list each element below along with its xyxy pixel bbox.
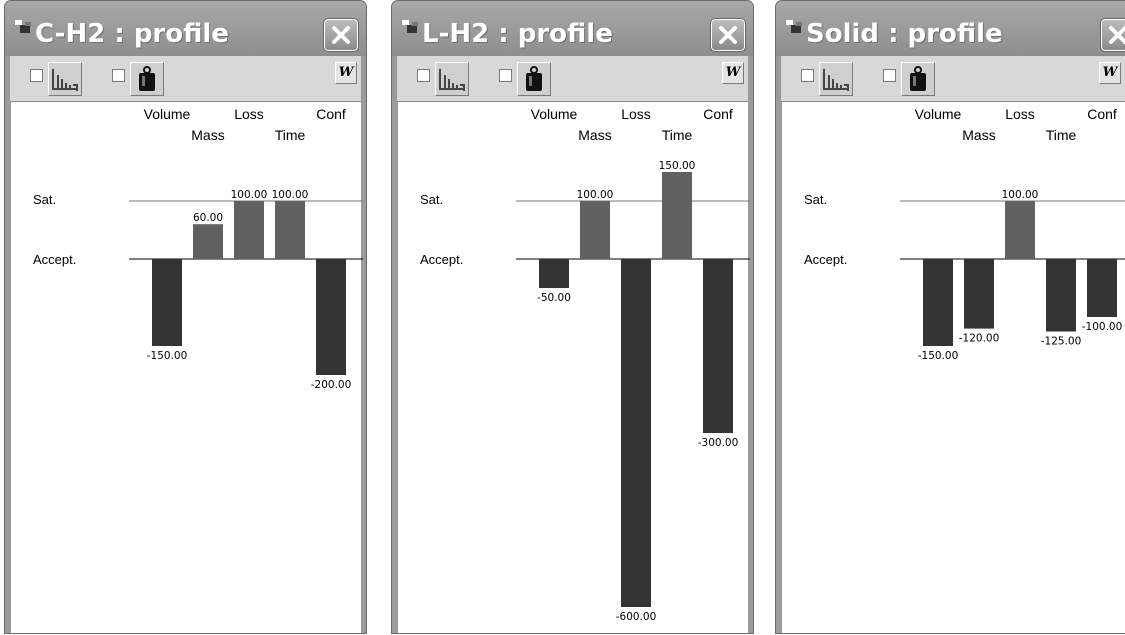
- profile-view-button[interactable]: [819, 62, 853, 96]
- show-profile-checkbox[interactable]: [30, 69, 43, 82]
- bar-value-label: -125.00: [1041, 336, 1082, 348]
- row-label-accept: Accept.: [420, 252, 463, 267]
- title-bar[interactable]: Solid : profile: [776, 1, 1125, 56]
- header-conf: Conf: [1087, 106, 1117, 122]
- header-volume: Volume: [531, 106, 578, 122]
- profile-view-button[interactable]: [435, 62, 469, 96]
- show-profile-checkbox[interactable]: [801, 69, 814, 82]
- profile-panel: Volume Loss Conf Mass Time Sat. Accept. …: [398, 102, 750, 633]
- bar-volume: [539, 259, 569, 288]
- header-time: Time: [1046, 127, 1077, 143]
- header-conf: Conf: [703, 106, 733, 122]
- row-label-accept: Accept.: [804, 252, 847, 267]
- profile-chart: Volume Loss Conf Mass Time Sat. Accept. …: [804, 106, 1125, 362]
- profile-panel: Volume Loss Conf Mass Time Sat. Accept. …: [782, 102, 1125, 633]
- title-bar[interactable]: L-H2 : profile: [392, 1, 753, 56]
- close-icon: [719, 26, 737, 44]
- bar-value-label: 150.00: [659, 160, 696, 172]
- close-button[interactable]: [1100, 18, 1125, 52]
- row-label-sat: Sat.: [33, 192, 56, 207]
- bar-value-label: 100.00: [1002, 189, 1039, 201]
- toolbar: W: [397, 56, 748, 102]
- weight-icon: [526, 66, 542, 91]
- bar-value-label: -150.00: [918, 350, 959, 362]
- show-profile-checkbox[interactable]: [417, 69, 430, 82]
- show-weight-checkbox[interactable]: [112, 69, 125, 82]
- profile-panel: Volume Loss Conf Mass Time Sat. Accept. …: [11, 102, 363, 633]
- row-label-accept: Accept.: [33, 252, 76, 267]
- bar-value-label: 60.00: [193, 212, 223, 224]
- header-time: Time: [275, 127, 306, 143]
- profile-window-solid: Solid : profile W Volume Loss Conf Mass …: [775, 0, 1125, 634]
- show-weight-checkbox[interactable]: [883, 69, 896, 82]
- header-conf: Conf: [316, 106, 346, 122]
- window-title: Solid : profile: [806, 19, 1003, 49]
- header-mass: Mass: [578, 127, 611, 143]
- header-loss: Loss: [1005, 106, 1035, 122]
- row-label-sat: Sat.: [804, 192, 827, 207]
- bar-loss: [1005, 201, 1035, 259]
- bar-value-label: -200.00: [311, 379, 352, 391]
- weight-icon: [910, 66, 926, 91]
- row-label-sat: Sat.: [420, 192, 443, 207]
- close-icon: [1109, 26, 1125, 44]
- bar-value-label: -100.00: [1082, 321, 1123, 333]
- weight-view-button[interactable]: [517, 62, 551, 96]
- bar-volume: [923, 259, 953, 346]
- bar-profile-icon: [52, 69, 78, 91]
- bar-value-label: -300.00: [698, 437, 739, 449]
- bar-mass: [193, 224, 223, 259]
- close-button[interactable]: [710, 18, 746, 52]
- bar-value-label: -600.00: [616, 611, 657, 623]
- close-icon: [332, 26, 350, 44]
- app-icon: [786, 20, 802, 33]
- bar-value-label: 100.00: [577, 189, 614, 201]
- bar-conf: [316, 259, 346, 375]
- header-mass: Mass: [191, 127, 224, 143]
- weights-button[interactable]: W: [1099, 62, 1121, 84]
- toolbar: W: [781, 56, 1125, 102]
- title-bar[interactable]: C-H2 : profile: [5, 1, 366, 56]
- profile-chart: Volume Loss Conf Mass Time Sat. Accept. …: [33, 106, 363, 391]
- bar-time: [275, 201, 305, 259]
- toolbar: W: [10, 56, 361, 102]
- bar-profile-icon: [823, 69, 849, 91]
- weights-button[interactable]: W: [722, 62, 744, 84]
- window-title: L-H2 : profile: [422, 19, 613, 49]
- profile-window-l-h2: L-H2 : profile W Volume Loss Conf Mass T…: [391, 0, 754, 634]
- bar-time: [662, 172, 692, 259]
- show-weight-checkbox[interactable]: [499, 69, 512, 82]
- weight-icon: [139, 66, 155, 91]
- bar-value-label: -120.00: [959, 333, 1000, 345]
- bar-loss: [234, 201, 264, 259]
- app-icon: [15, 20, 31, 33]
- header-volume: Volume: [915, 106, 962, 122]
- header-loss: Loss: [234, 106, 264, 122]
- profile-chart: Volume Loss Conf Mass Time Sat. Accept. …: [420, 106, 750, 623]
- weight-view-button[interactable]: [901, 62, 935, 96]
- bar-time: [1046, 259, 1076, 332]
- weight-view-button[interactable]: [130, 62, 164, 96]
- bar-value-label: -50.00: [537, 292, 571, 304]
- bar-loss: [621, 259, 651, 607]
- bar-value-label: -150.00: [147, 350, 188, 362]
- header-loss: Loss: [621, 106, 651, 122]
- bar-volume: [152, 259, 182, 346]
- bar-conf: [703, 259, 733, 433]
- bar-mass: [964, 259, 994, 329]
- profile-view-button[interactable]: [48, 62, 82, 96]
- bar-value-label: 100.00: [272, 189, 309, 201]
- bar-value-label: 100.00: [231, 189, 268, 201]
- profile-window-c-h2: C-H2 : profile W Volume Loss Conf Mass T…: [4, 0, 367, 634]
- header-time: Time: [662, 127, 693, 143]
- bar-conf: [1087, 259, 1117, 317]
- bar-profile-icon: [439, 69, 465, 91]
- app-icon: [402, 20, 418, 33]
- header-volume: Volume: [144, 106, 191, 122]
- close-button[interactable]: [323, 18, 359, 52]
- bar-mass: [580, 201, 610, 259]
- window-title: C-H2 : profile: [35, 19, 229, 49]
- header-mass: Mass: [962, 127, 995, 143]
- weights-button[interactable]: W: [335, 62, 357, 84]
